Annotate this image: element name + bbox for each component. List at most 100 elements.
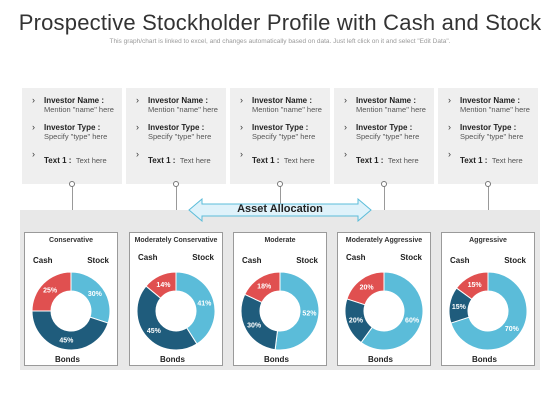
- text-row: › Text 1 : Text here: [136, 149, 220, 168]
- bonds-label: Bonds: [55, 355, 80, 364]
- stock-value-label: 70%: [505, 326, 520, 333]
- cash-value-label: 18%: [257, 284, 272, 291]
- cash-label: Cash: [450, 256, 470, 265]
- investor-name-row: › Investor Name : Mention "name" here: [240, 95, 324, 114]
- investor-type-label: Investor Type :: [44, 123, 101, 132]
- investor-type-row: › Investor Type : Specify "type" here: [448, 122, 532, 141]
- banner-label: Asset Allocation: [237, 203, 323, 215]
- chart-title: Moderately Conservative: [134, 237, 218, 244]
- text-label: Text 1 :: [148, 156, 176, 165]
- bullet-icon: ›: [344, 95, 347, 105]
- text-row: › Text 1 : Text here: [240, 149, 324, 168]
- cash-label: Cash: [138, 253, 158, 262]
- bonds-slice: [31, 310, 109, 351]
- investor-type-value: Specify "type" here: [460, 132, 524, 141]
- bullet-icon: ›: [448, 95, 451, 105]
- cash-label: Cash: [242, 256, 262, 265]
- bonds-slice: [344, 298, 373, 344]
- donut-svg: 15% 70% 15%: [448, 271, 528, 351]
- donut-chart: Moderate Cash Stock Bonds 18% 52% 30%: [233, 232, 327, 366]
- investor-name-row: › Investor Name : Mention "name" here: [344, 95, 428, 114]
- chart-title: Moderate: [264, 237, 296, 244]
- donut-chart: Moderately Conservative Cash Stock Bonds 14%…: [129, 232, 223, 366]
- text-label: Text 1 :: [252, 156, 280, 165]
- text-value: Text here: [387, 156, 419, 165]
- bonds-label: Bonds: [472, 355, 497, 364]
- investor-name-value: Mention "name" here: [356, 105, 426, 114]
- stock-value-label: 60%: [405, 318, 420, 325]
- connector-dot: [69, 181, 75, 187]
- stock-slice: [360, 271, 424, 351]
- bullet-icon: ›: [136, 95, 139, 105]
- text-row: › Text 1 : Text here: [448, 149, 532, 168]
- investor-type-label: Investor Type :: [252, 123, 309, 132]
- text-row: › Text 1 : Text here: [32, 149, 116, 168]
- text-label: Text 1 :: [356, 156, 384, 165]
- double-arrow-icon: [188, 197, 372, 223]
- text-value: Text here: [283, 156, 315, 165]
- investor-card: › Investor Name : Mention "name" here › Inve…: [230, 88, 330, 184]
- bonds-label: Bonds: [368, 355, 393, 364]
- connector-line: [280, 184, 281, 210]
- stock-value-label: 30%: [88, 291, 103, 298]
- bonds-value-label: 45%: [147, 328, 162, 335]
- investor-card: › Investor Name : Mention "name" here › Inve…: [126, 88, 226, 184]
- donut-svg: 20% 60% 20%: [344, 271, 424, 351]
- connector-line: [488, 184, 489, 210]
- donut-chart: Aggressive Cash Stock Bonds 15% 70% 15%: [441, 232, 535, 366]
- bullet-icon: ›: [136, 122, 139, 132]
- chart-title: Conservative: [49, 237, 93, 244]
- cash-value-label: 25%: [43, 288, 58, 295]
- investor-name-row: › Investor Name : Mention "name" here: [32, 95, 116, 114]
- bonds-slice: [448, 287, 473, 324]
- text-row: › Text 1 : Text here: [344, 149, 428, 168]
- bonds-label: Bonds: [160, 355, 185, 364]
- investor-name-value: Mention "name" here: [460, 105, 530, 114]
- bonds-value-label: 20%: [349, 318, 364, 325]
- investor-card: › Investor Name : Mention "name" here › Inve…: [22, 88, 122, 184]
- page-subtitle: This graph/chart is linked to excel, and…: [109, 38, 451, 45]
- chart-title: Aggressive: [469, 237, 507, 244]
- text-value: Text here: [75, 156, 107, 165]
- connector-dot: [173, 181, 179, 187]
- cash-value-label: 20%: [360, 285, 375, 292]
- investor-name-label: Investor Name :: [44, 96, 105, 105]
- investor-type-row: › Investor Type : Specify "type" here: [240, 122, 324, 141]
- bonds-value-label: 15%: [452, 304, 467, 311]
- stock-slice: [274, 271, 320, 351]
- chart-title: Moderately Aggressive: [345, 237, 423, 244]
- text-value: Text here: [179, 156, 211, 165]
- cash-label: Cash: [346, 253, 366, 262]
- bonds-label: Bonds: [264, 355, 289, 364]
- connector-dot: [381, 181, 387, 187]
- investor-name-label: Investor Name :: [460, 96, 521, 105]
- investor-type-value: Specify "type" here: [148, 132, 212, 141]
- donut-svg: 14% 41% 45%: [136, 271, 216, 351]
- investor-type-row: › Investor Type : Specify "type" here: [344, 122, 428, 141]
- investor-name-label: Investor Name :: [252, 96, 313, 105]
- bullet-icon: ›: [344, 122, 347, 132]
- connector-dot: [277, 181, 283, 187]
- investor-type-value: Specify "type" here: [44, 132, 108, 141]
- stock-value-label: 41%: [197, 300, 212, 307]
- stock-value-label: 52%: [302, 310, 317, 317]
- stock-label: Stock: [400, 253, 422, 262]
- bullet-icon: ›: [240, 95, 243, 105]
- bullet-icon: ›: [240, 122, 243, 132]
- text-label: Text 1 :: [44, 156, 72, 165]
- investor-name-label: Investor Name :: [148, 96, 209, 105]
- bullet-icon: ›: [240, 149, 243, 159]
- investor-name-label: Investor Name :: [356, 96, 417, 105]
- text-label: Text 1 :: [460, 156, 488, 165]
- investor-type-label: Investor Type :: [148, 123, 205, 132]
- bullet-icon: ›: [344, 149, 347, 159]
- donut-chart: Moderately Aggressive Cash Stock Bonds 20% 60…: [337, 232, 431, 366]
- stock-slice: [175, 271, 216, 345]
- bullet-icon: ›: [448, 149, 451, 159]
- connector-line: [384, 184, 385, 210]
- investor-name-row: › Investor Name : Mention "name" here: [136, 95, 220, 114]
- donut-svg: 25% 30% 45%: [31, 271, 111, 351]
- investor-type-label: Investor Type :: [356, 123, 413, 132]
- investor-card: › Investor Name : Mention "name" here › Inve…: [438, 88, 538, 184]
- investor-name-row: › Investor Name : Mention "name" here: [448, 95, 532, 114]
